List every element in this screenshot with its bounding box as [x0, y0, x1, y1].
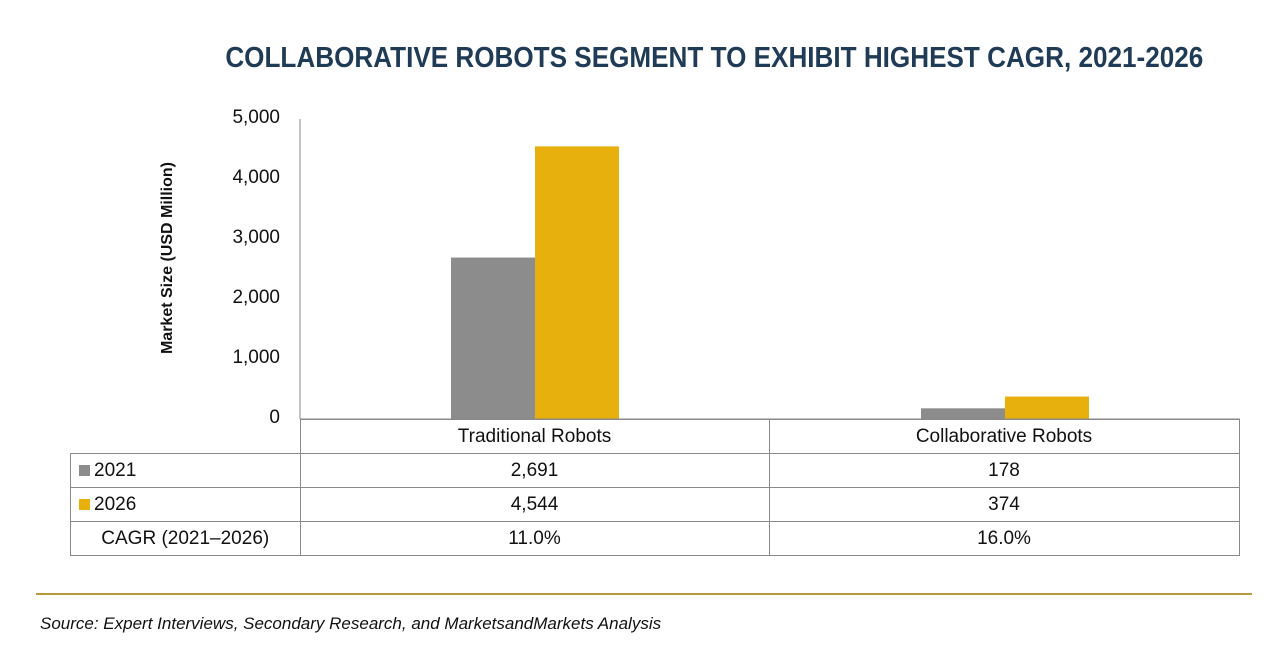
- legend-entry-2021: 2021: [70, 453, 301, 488]
- table-cell: 11.0%: [299, 521, 770, 556]
- table-corner: [70, 419, 301, 454]
- separator-line: [36, 593, 1252, 595]
- table-cell: 178: [768, 453, 1240, 488]
- y-tick-label: 2,000: [232, 287, 280, 308]
- source-note: Source: Expert Interviews, Secondary Res…: [40, 614, 662, 633]
- y-tick-label: 5,000: [232, 107, 280, 128]
- legend-label-2021: 2021: [94, 459, 137, 481]
- legend-label-2026: 2026: [94, 493, 137, 515]
- chart-title-wrap: COLLABORATIVE ROBOTS SEGMENT TO EXHIBIT …: [0, 42, 1280, 82]
- bar-2026-traditional: [535, 146, 619, 420]
- bar-2026-collaborative: [1005, 396, 1089, 419]
- legend-swatch-2021: [79, 464, 90, 476]
- legend-swatch-2026: [79, 498, 90, 510]
- y-tick-label: 3,000: [232, 227, 280, 248]
- category-label-collaborative: Collaborative Robots: [768, 419, 1240, 454]
- y-tick-label: 4,000: [232, 167, 280, 188]
- data-table: Traditional Robots Collaborative Robots …: [70, 419, 1240, 556]
- table-cell: 4,544: [299, 487, 770, 522]
- cagr-label: CAGR (2021–2026): [70, 521, 301, 556]
- y-tick-label: 0: [269, 407, 280, 428]
- category-label-traditional: Traditional Robots: [299, 419, 770, 454]
- y-tick-label: 1,000: [232, 347, 280, 368]
- table-row-2026: 2026 4,544 374: [70, 487, 1240, 522]
- table-row-cagr: CAGR (2021–2026) 11.0% 16.0%: [70, 521, 1240, 556]
- table-cell: 16.0%: [768, 521, 1240, 556]
- table-cell: 374: [768, 487, 1240, 522]
- table-row-2021: 2021 2,691 178: [70, 453, 1240, 488]
- chart-title: COLLABORATIVE ROBOTS SEGMENT TO EXHIBIT …: [225, 42, 1203, 74]
- bar-2021-collaborative: [921, 408, 1005, 419]
- bar-2021-traditional: [451, 257, 535, 419]
- table-header-row: Traditional Robots Collaborative Robots: [70, 419, 1240, 454]
- legend-entry-2026: 2026: [70, 487, 301, 522]
- table-cell: 2,691: [299, 453, 770, 488]
